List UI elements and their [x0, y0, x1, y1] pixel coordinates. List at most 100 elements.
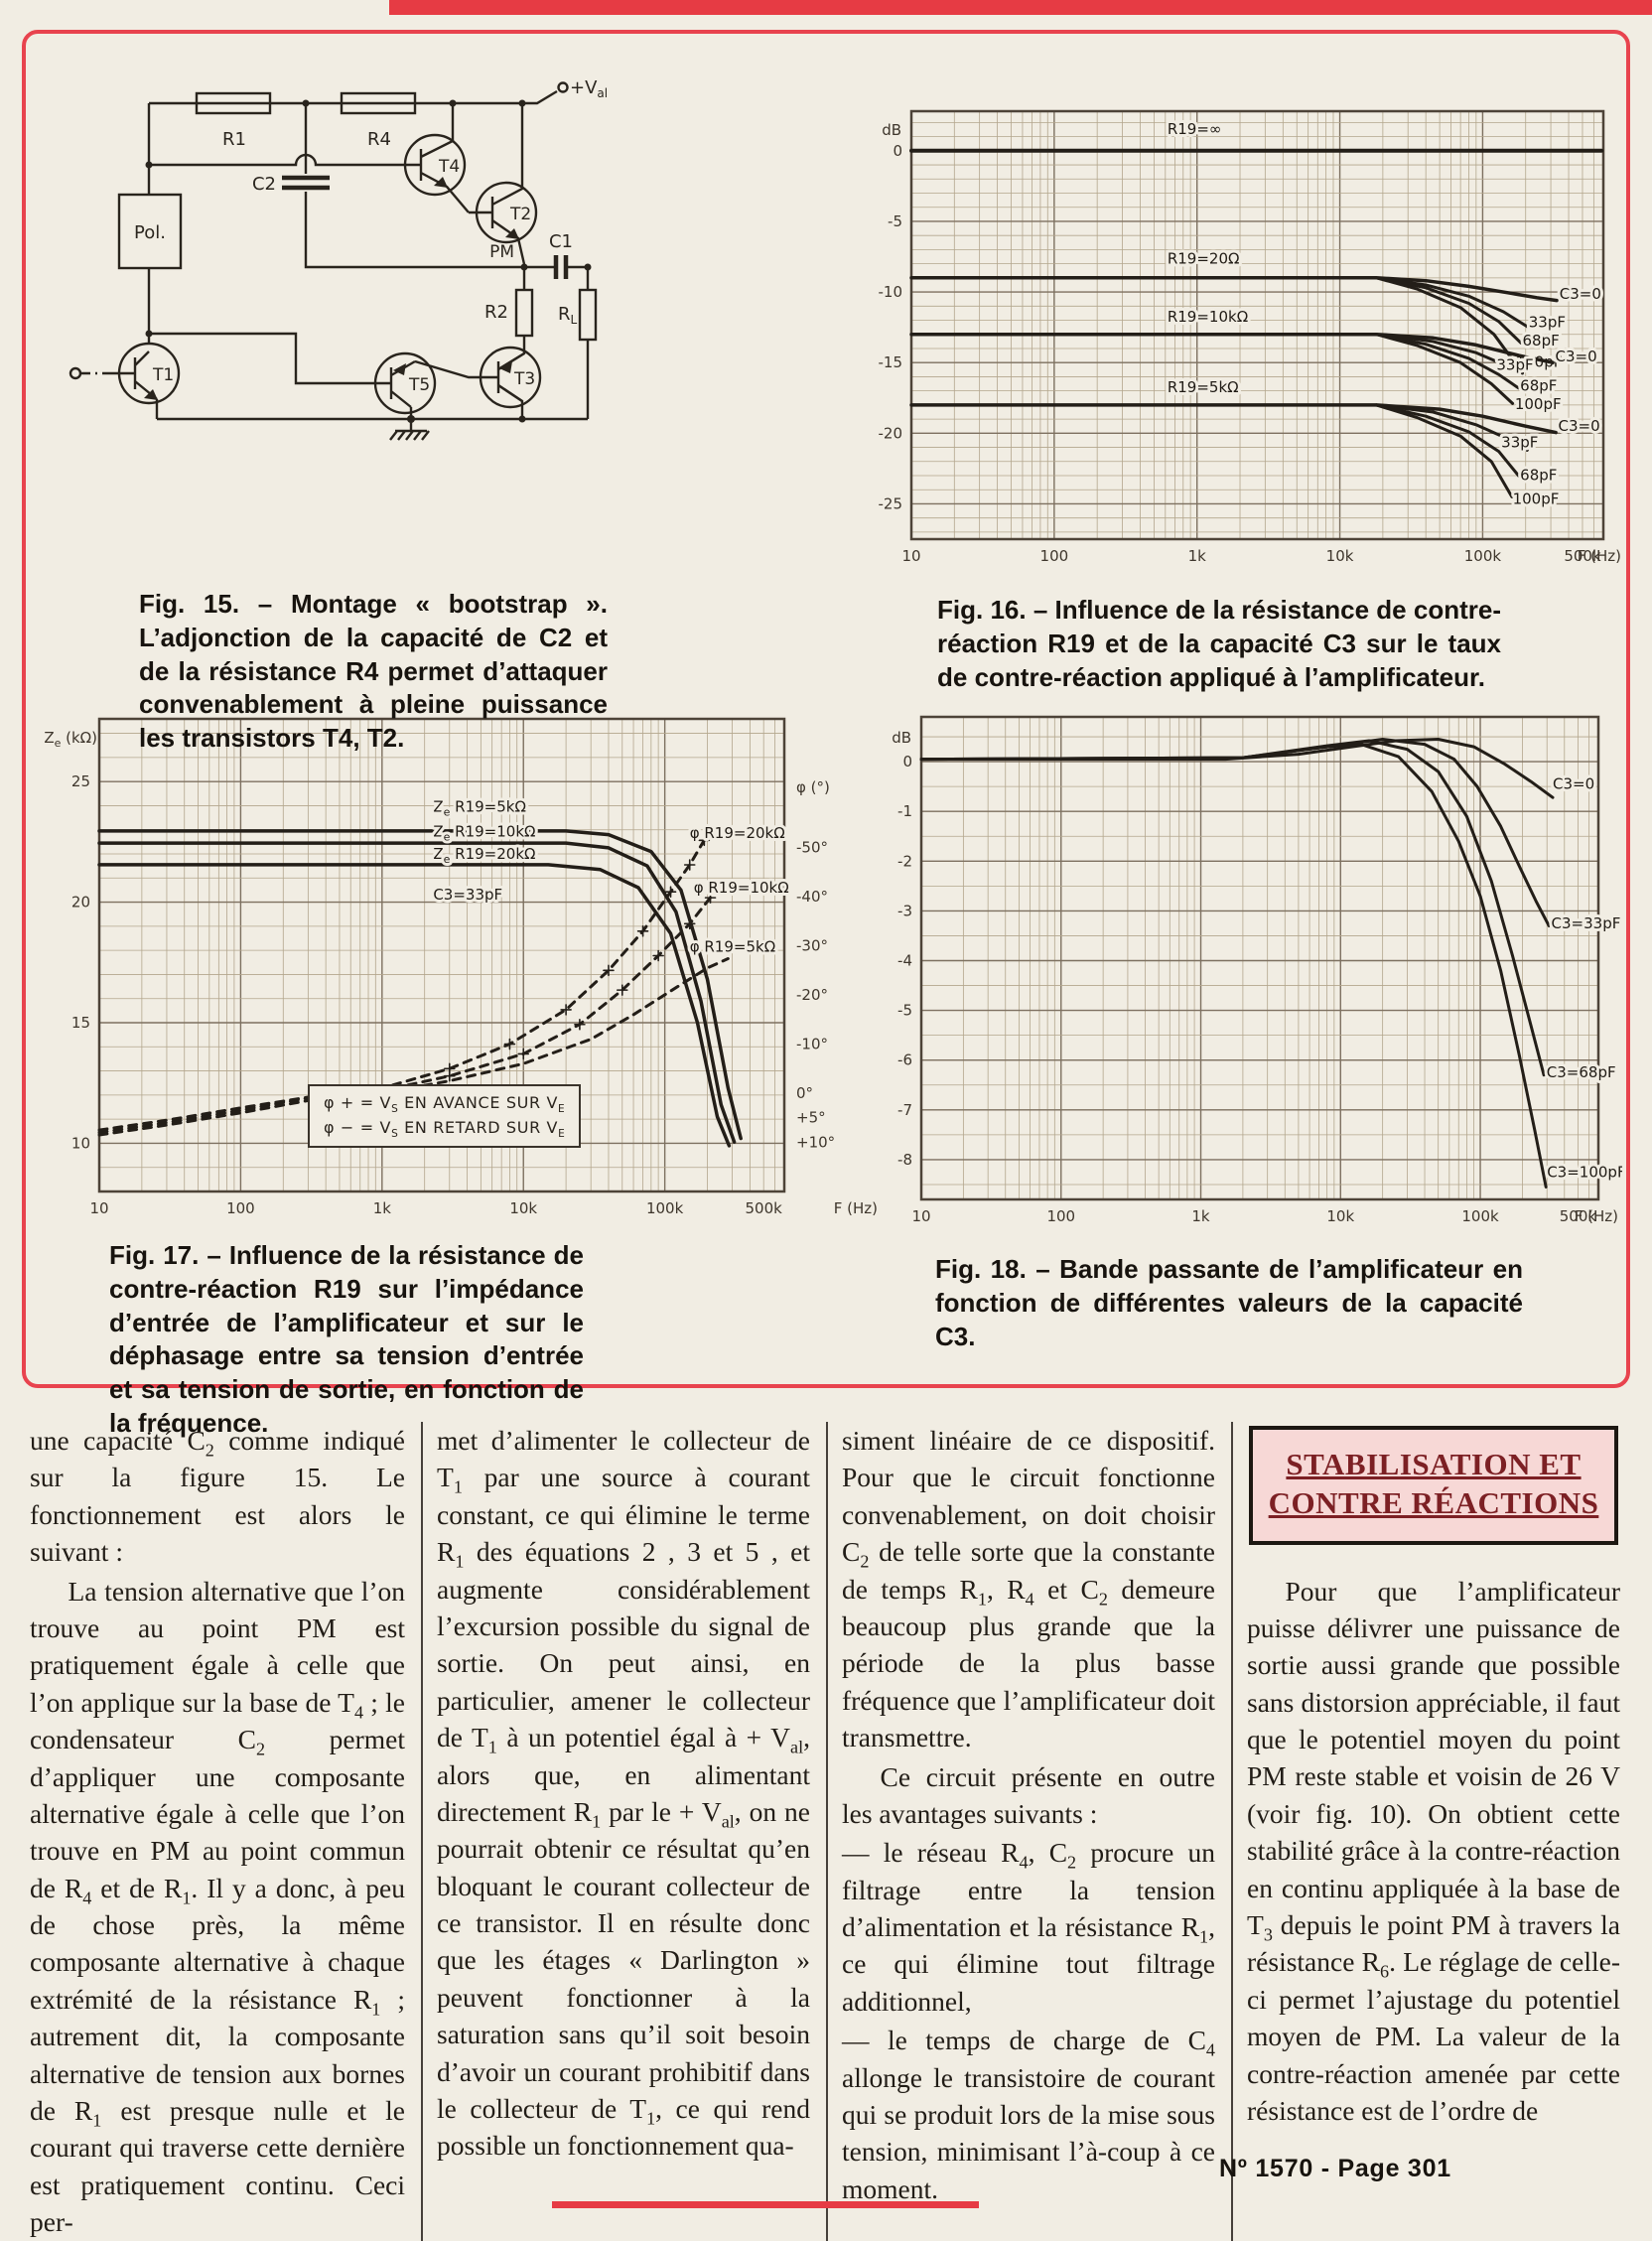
svg-text:φ (°): φ (°)	[796, 778, 830, 796]
svg-text:C3=0: C3=0	[1555, 348, 1596, 365]
svg-text:500k: 500k	[1560, 1207, 1597, 1225]
paragraph: Ce circuit présente en outre les avantag…	[842, 1760, 1215, 1829]
paragraph: — le temps de charge de C4 allonge le tr…	[842, 2025, 1215, 2204]
stabilisation-box: STABILISATION ET CONTRE RÉACTIONS	[1249, 1426, 1618, 1545]
svg-text:0: 0	[902, 753, 912, 770]
column-4: STABILISATION ET CONTRE RÉACTIONS Pour q…	[1231, 1422, 1636, 2241]
resistor-r2	[514, 288, 534, 338]
svg-text:φ R19=10kΩ: φ R19=10kΩ	[694, 879, 789, 897]
svg-text:-5: -5	[897, 1002, 912, 1020]
wire-t5-t3-link	[414, 359, 498, 379]
paragraph: siment linéaire de ce dispositif. Pour q…	[842, 1425, 1216, 1753]
svg-text:φ R19=5kΩ: φ R19=5kΩ	[690, 938, 775, 956]
svg-text:-2: -2	[897, 852, 912, 870]
transistor-t1	[105, 342, 181, 405]
stabilisation-title: STABILISATION ET CONTRE RÉACTIONS	[1268, 1447, 1599, 1520]
svg-text:Ze (kΩ): Ze (kΩ)	[44, 729, 97, 750]
fig17-phase-legend: φ + = VS EN AVANCE SUR VE φ − = VS EN RE…	[308, 1084, 582, 1148]
svg-text:F (Hz): F (Hz)	[1578, 547, 1621, 565]
label-pm: PM	[489, 242, 514, 262]
fig17-chart: φ + = VS EN AVANCE SUR VE φ − = VS EN RE…	[40, 693, 882, 1237]
label-t3: T3	[513, 369, 535, 389]
svg-text:-30°: -30°	[796, 937, 828, 955]
fig18-chart: C3=0 C3=33pF C3=68pF C3=100pF 10 100 1k 10k 100k…	[870, 687, 1622, 1245]
label-r1: R1	[222, 129, 246, 150]
ground-symbol	[389, 429, 430, 441]
svg-text:-3: -3	[897, 902, 912, 919]
svg-text:C3=33pF: C3=33pF	[1552, 914, 1621, 932]
fig15-caption: Fig. 15. – Montage « bootstrap ». L’adjo…	[139, 589, 608, 754]
svg-text:100k: 100k	[1461, 1207, 1499, 1225]
svg-text:68pF: 68pF	[1520, 377, 1557, 395]
svg-text:0°: 0°	[796, 1084, 813, 1102]
svg-text:100pF: 100pF	[1515, 395, 1562, 413]
wire-t5-base-feed	[149, 332, 375, 385]
label-r4: R4	[367, 129, 391, 150]
resistor-rl	[578, 288, 598, 342]
svg-text:68pF: 68pF	[1520, 466, 1557, 484]
input-terminal	[69, 366, 82, 380]
label-c2: C2	[252, 174, 276, 195]
svg-text:Ze R19=5kΩ: Ze R19=5kΩ	[433, 798, 526, 819]
svg-text:20: 20	[71, 894, 90, 911]
label-c1: C1	[549, 231, 573, 252]
paragraph: met d’alimenter le collecteur de T1 par …	[437, 1425, 810, 2162]
svg-text:-10°: -10°	[796, 1036, 828, 1053]
svg-text:10: 10	[911, 1207, 930, 1225]
svg-text:C3=0: C3=0	[1560, 285, 1601, 303]
svg-text:R19=10kΩ: R19=10kΩ	[1168, 308, 1248, 326]
label-t5: T5	[408, 375, 430, 395]
label-t4: T4	[438, 157, 460, 177]
transistor-t5	[373, 351, 437, 415]
paragraph: une capacité C2 comme indiqué sur la fig…	[30, 1425, 405, 1568]
label-t2: T2	[509, 205, 531, 224]
svg-text:C3=33pF: C3=33pF	[433, 886, 502, 904]
svg-text:25: 25	[71, 772, 90, 790]
svg-text:33pF: 33pF	[1496, 355, 1533, 373]
svg-text:500k: 500k	[1564, 547, 1601, 565]
figures-red-border	[22, 30, 1630, 1388]
fig15-schematic: R1 R4 C2 C1 R2 RL Pol. PM +Val T1 T2 T3 …	[69, 77, 608, 441]
svg-text:15: 15	[71, 1014, 90, 1032]
label-pol: Pol.	[134, 222, 166, 243]
svg-text:F (Hz): F (Hz)	[1575, 1207, 1618, 1225]
svg-text:33pF: 33pF	[1529, 314, 1566, 332]
svg-text:Ze R19=10kΩ: Ze R19=10kΩ	[433, 823, 535, 844]
paragraph: Pour que l’amplificateur puisse délivrer…	[1247, 1575, 1620, 2126]
svg-text:0: 0	[893, 142, 902, 160]
svg-text:-25: -25	[879, 494, 903, 512]
svg-text:-5: -5	[888, 212, 902, 230]
svg-text:-10: -10	[879, 283, 903, 301]
legend-line-retard: φ − = VS EN RETARD SUR VE	[324, 1117, 566, 1140]
fig18-svg: C3=0 C3=33pF C3=68pF C3=100pF 10 100 1k 10k 100k…	[892, 715, 1622, 1225]
svg-text:68pF: 68pF	[1523, 332, 1560, 350]
svg-text:R19=20Ω: R19=20Ω	[1168, 250, 1240, 268]
svg-text:-4: -4	[897, 952, 912, 970]
svg-text:-20: -20	[879, 424, 903, 442]
resistor-r1	[195, 91, 272, 115]
svg-text:C3=0: C3=0	[1553, 775, 1594, 793]
svg-text:C3=0: C3=0	[1559, 417, 1600, 435]
svg-text:-6: -6	[897, 1051, 912, 1069]
svg-text:10k: 10k	[509, 1199, 537, 1217]
svg-text:dB: dB	[882, 121, 901, 139]
transistor-t2	[469, 103, 538, 265]
svg-text:100k: 100k	[646, 1199, 684, 1217]
body-columns: une capacité C2 comme indiqué sur la fig…	[16, 1422, 1636, 2241]
svg-text:-8: -8	[897, 1151, 912, 1169]
svg-text:Ze R19=20kΩ: Ze R19=20kΩ	[433, 845, 535, 866]
column-3: siment linéaire de ce dispositif. Pour q…	[826, 1422, 1231, 2241]
column-2: met d’alimenter le collecteur de T1 par …	[421, 1422, 826, 2241]
fig17-caption: Fig. 17. – Influence de la résistance de…	[109, 1240, 584, 1438]
resistor-r4	[340, 91, 417, 115]
svg-text:+5°: +5°	[796, 1109, 826, 1127]
wire-top-rail	[149, 89, 558, 105]
svg-text:C3=68pF: C3=68pF	[1547, 1063, 1616, 1081]
svg-text:10: 10	[89, 1199, 108, 1217]
svg-text:1k: 1k	[1191, 1207, 1210, 1225]
label-val: +Val	[570, 77, 608, 100]
transistor-t4	[403, 103, 470, 213]
wire-c2-bottom	[304, 192, 524, 269]
